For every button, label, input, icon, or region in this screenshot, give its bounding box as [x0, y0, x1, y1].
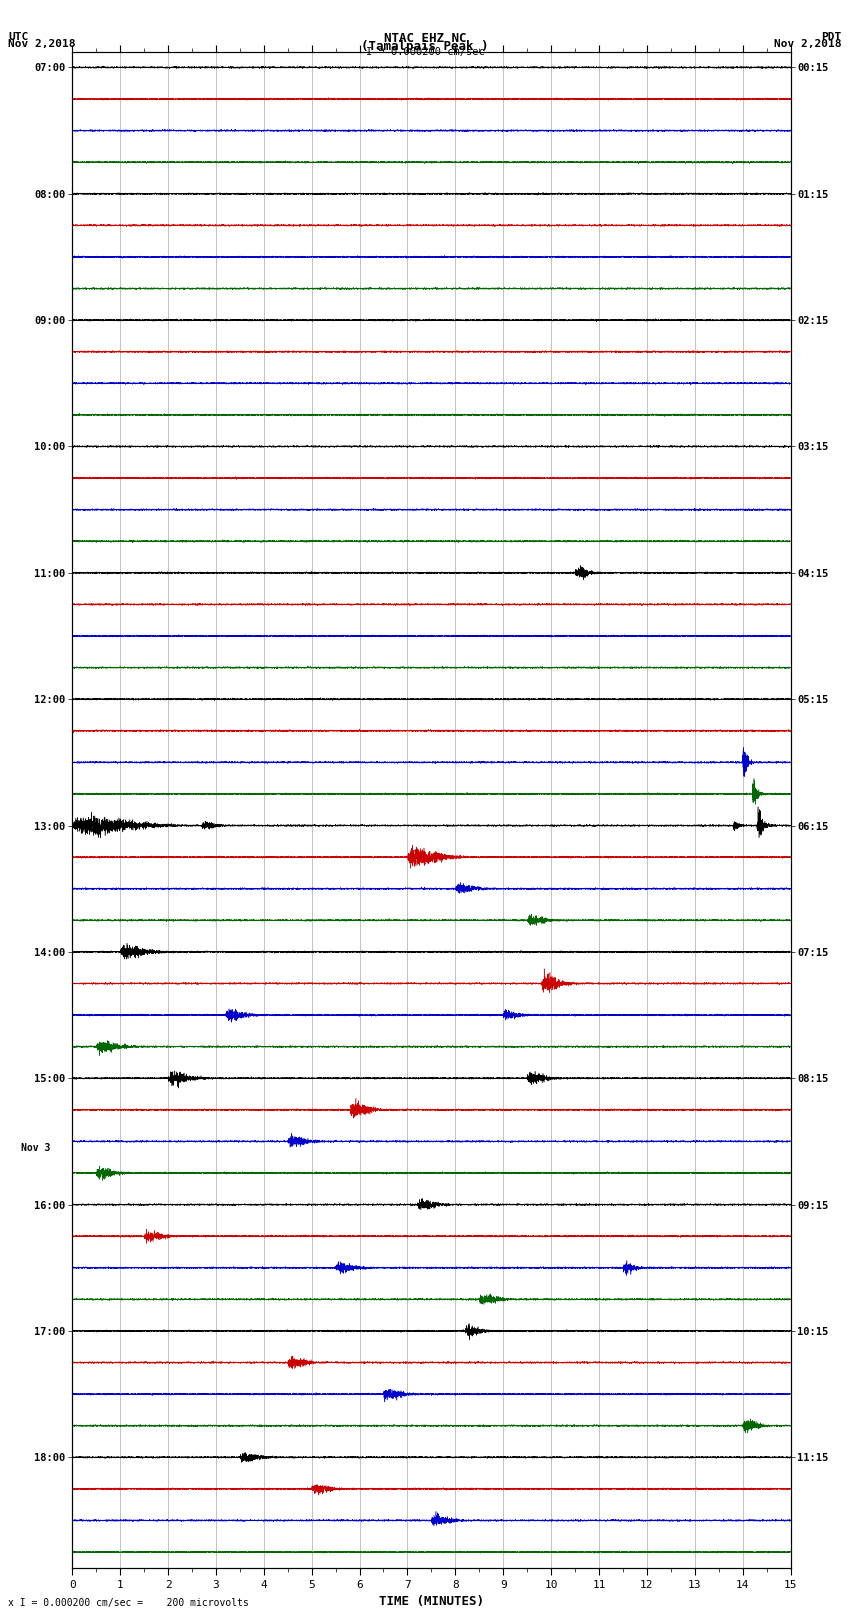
Text: Nov 2,2018: Nov 2,2018	[8, 39, 76, 48]
Text: Nov 3: Nov 3	[21, 1142, 51, 1153]
Text: Nov 2,2018: Nov 2,2018	[774, 39, 842, 48]
X-axis label: TIME (MINUTES): TIME (MINUTES)	[379, 1595, 484, 1608]
Text: I = 0.000200 cm/sec: I = 0.000200 cm/sec	[366, 47, 484, 56]
Text: x I = 0.000200 cm/sec =    200 microvolts: x I = 0.000200 cm/sec = 200 microvolts	[8, 1598, 249, 1608]
Text: PDT: PDT	[821, 32, 842, 42]
Text: (Tamalpais Peak ): (Tamalpais Peak )	[361, 39, 489, 53]
Text: UTC: UTC	[8, 32, 29, 42]
Text: NTAC EHZ NC: NTAC EHZ NC	[383, 32, 467, 45]
